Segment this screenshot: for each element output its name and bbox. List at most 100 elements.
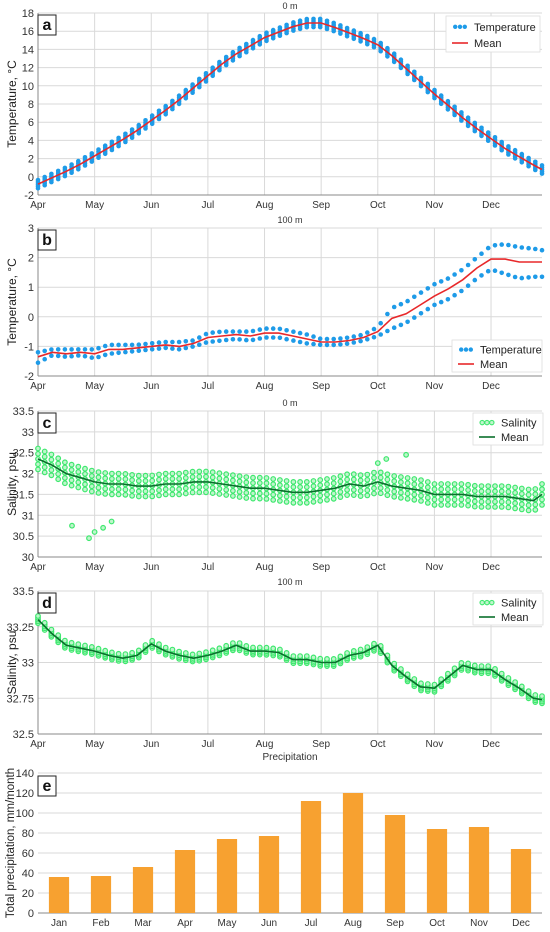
x-tick-label: Nov — [426, 381, 444, 392]
data-point — [203, 468, 209, 475]
data-point — [142, 478, 149, 484]
data-point — [69, 162, 74, 167]
data-point — [377, 474, 384, 481]
data-point — [404, 480, 411, 487]
data-point — [135, 472, 142, 479]
data-point — [236, 488, 243, 495]
data-point — [357, 487, 364, 494]
y-tick-label: 60 — [22, 848, 34, 860]
data-point — [264, 335, 269, 340]
bar — [132, 867, 154, 913]
data-point — [55, 632, 62, 639]
data-point — [229, 640, 236, 646]
data-point — [310, 498, 317, 505]
data-point — [290, 479, 297, 485]
data-point — [149, 493, 156, 500]
x-tick-label: Dec — [482, 200, 500, 211]
data-point — [404, 495, 411, 502]
x-tick-label: Jul — [201, 739, 214, 750]
y-tick-label: 33.25 — [6, 622, 34, 634]
data-point — [438, 299, 444, 305]
data-point — [519, 245, 525, 250]
data-point — [499, 242, 505, 247]
data-point — [277, 646, 283, 653]
data-point — [223, 476, 230, 483]
data-point — [418, 75, 424, 81]
data-point — [189, 474, 196, 480]
x-tick-label: Aug — [344, 918, 362, 929]
x-tick-label: Dec — [482, 739, 500, 750]
data-point — [156, 471, 162, 478]
data-point — [310, 493, 317, 500]
data-point — [358, 30, 363, 36]
data-point — [358, 338, 363, 344]
data-point — [445, 481, 451, 487]
data-point — [539, 502, 545, 508]
data-point — [290, 494, 297, 501]
data-point — [149, 477, 156, 484]
bar — [384, 815, 406, 913]
data-point — [283, 483, 290, 490]
data-point — [230, 49, 236, 55]
data-point — [95, 645, 102, 652]
data-point — [35, 450, 41, 457]
legend-label: Salinity — [501, 418, 537, 430]
data-point — [48, 467, 55, 474]
data-point — [163, 345, 168, 351]
data-point — [236, 478, 243, 485]
data-point — [129, 472, 136, 478]
data-point — [42, 348, 47, 354]
x-tick-label: Sep — [312, 200, 330, 211]
y-tick-label: 33.5 — [13, 406, 34, 418]
data-point — [102, 352, 108, 358]
x-tick-label: Oct — [370, 739, 386, 750]
data-point — [351, 340, 357, 345]
data-point — [512, 489, 518, 496]
data-point — [539, 274, 545, 280]
data-point — [485, 130, 491, 135]
data-point — [324, 342, 330, 348]
data-point — [250, 474, 256, 481]
data-point — [505, 499, 512, 506]
y-tick-label: 10 — [22, 81, 34, 93]
data-point — [478, 488, 485, 495]
data-point — [257, 33, 263, 39]
x-tick-label: Jul — [305, 918, 318, 929]
data-point — [88, 483, 95, 490]
data-point — [431, 502, 438, 508]
legend-marker — [479, 599, 485, 606]
x-tick-label: Aug — [256, 739, 274, 750]
data-point — [243, 479, 250, 486]
data-point — [176, 491, 183, 498]
data-point — [525, 486, 532, 493]
panel-a-temperature-surface: -2 0 2 4 6 8 10 12 14 16 18 Apr May Jun Jul Aug Sep Oct No… — [5, 1, 545, 211]
data-point — [364, 476, 371, 483]
x-tick-label: Apr — [30, 562, 46, 573]
data-point — [217, 59, 222, 65]
data-point — [256, 474, 263, 481]
data-point — [284, 22, 289, 28]
data-point — [445, 486, 451, 493]
data-point — [374, 460, 381, 467]
data-point — [203, 340, 209, 345]
data-point — [465, 502, 472, 509]
data-point — [492, 268, 498, 274]
data-point — [250, 644, 256, 651]
data-point — [424, 479, 431, 485]
data-point — [35, 613, 41, 619]
data-point — [49, 171, 54, 177]
data-point — [438, 496, 445, 503]
data-point — [371, 326, 377, 332]
data-point — [75, 484, 82, 491]
data-point — [364, 644, 371, 650]
data-point — [532, 486, 539, 492]
data-point — [391, 660, 398, 667]
y-tick-label: 18 — [22, 8, 34, 20]
data-point — [122, 651, 129, 657]
data-point — [116, 350, 121, 356]
data-point — [525, 491, 532, 498]
data-point — [344, 487, 351, 493]
data-point — [377, 469, 384, 476]
data-point — [310, 483, 317, 490]
data-point — [357, 646, 364, 653]
